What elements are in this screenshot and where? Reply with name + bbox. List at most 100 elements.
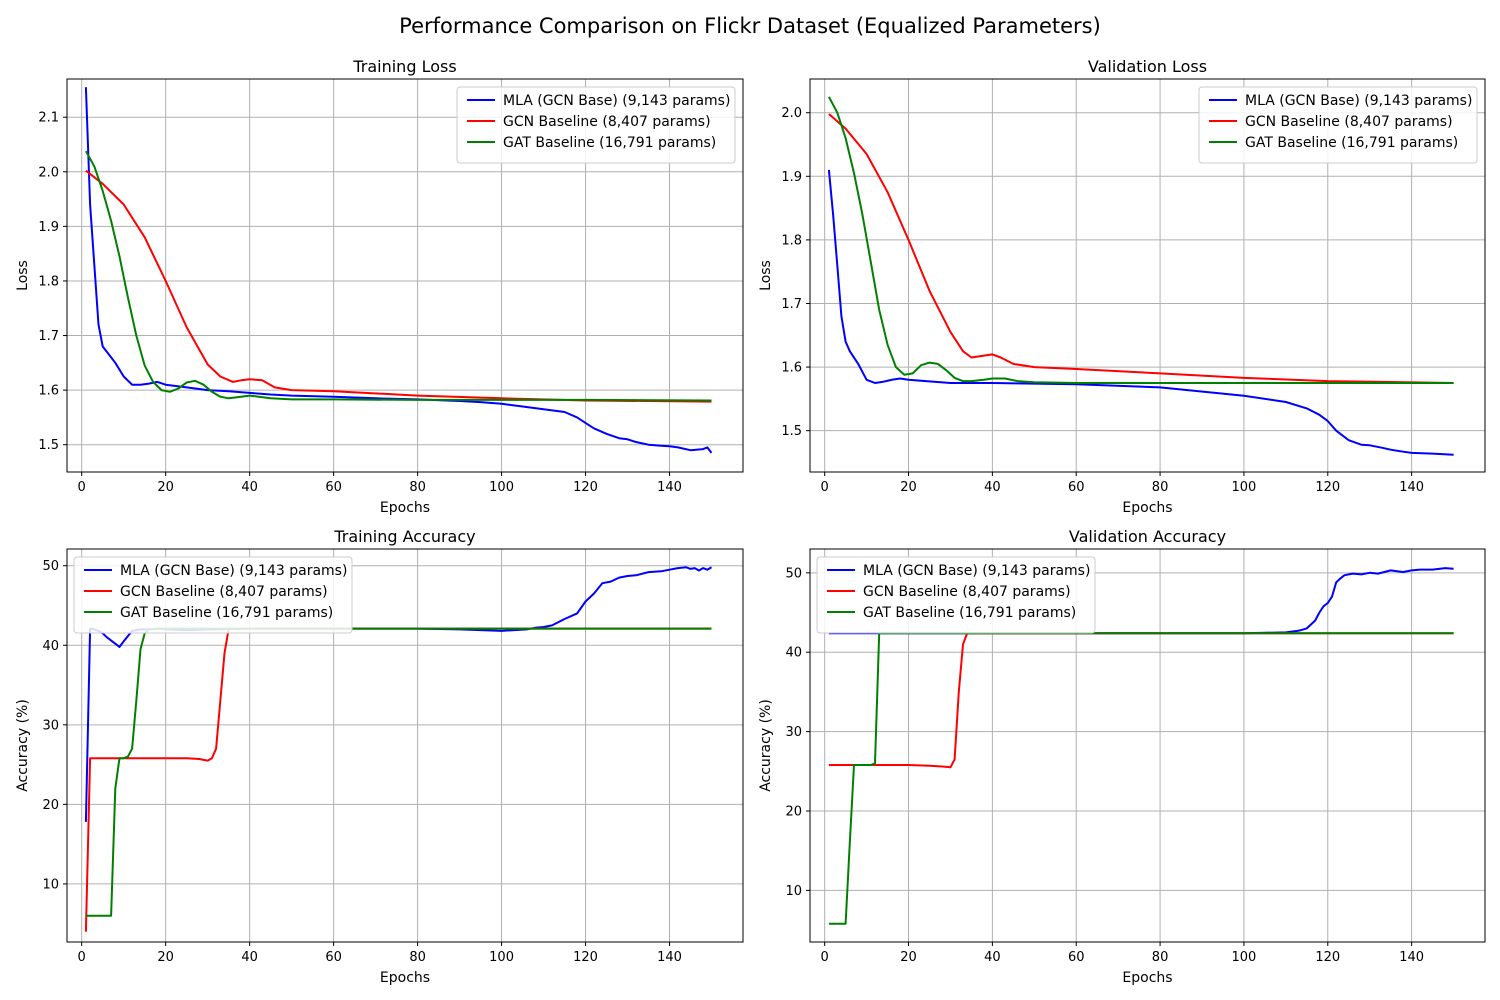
y-axis-label: Accuracy (%): [758, 699, 774, 792]
legend-box: [816, 556, 1096, 634]
legend-label: GAT Baseline (16,791 params): [120, 605, 333, 621]
x-axis-label: Epochs: [1122, 500, 1172, 516]
y-tick-label: 1.5: [781, 424, 802, 439]
x-tick-label: 0: [78, 950, 86, 965]
legend-label: MLA (GCN Base) (9,143 params): [120, 563, 347, 579]
series-line-1: [828, 632, 1454, 769]
y-tick-label: 10: [785, 884, 802, 899]
x-tick-label: 100: [489, 950, 514, 965]
y-tick-label: 40: [42, 639, 59, 654]
y-tick-label: 1.7: [38, 329, 59, 344]
legend-label: GCN Baseline (8,407 params): [503, 114, 711, 130]
y-tick-label: 50: [785, 566, 802, 581]
legend-label: GCN Baseline (8,407 params): [120, 584, 328, 600]
legend-label: MLA (GCN Base) (9,143 params): [1245, 93, 1472, 109]
series-line-1: [828, 113, 1454, 384]
y-tick-label: 30: [785, 725, 802, 740]
x-tick-label: 60: [1068, 950, 1085, 965]
legend: MLA (GCN Base) (9,143 params) GCN Baselin…: [456, 86, 736, 164]
x-tick-label: 80: [1152, 950, 1169, 965]
legend: MLA (GCN Base) (9,143 params) GCN Baselin…: [1198, 86, 1478, 164]
y-tick-label: 40: [785, 646, 802, 661]
x-tick-label: 20: [157, 950, 174, 965]
legend-box: [456, 86, 736, 164]
plot-frame: [809, 78, 1486, 473]
legend-label: GAT Baseline (16,791 params): [503, 135, 716, 151]
x-tick-label: 40: [984, 480, 1001, 495]
x-tick-label: 60: [1068, 480, 1085, 495]
x-axis-label: Epochs: [380, 500, 430, 516]
y-tick-label: 1.8: [781, 233, 802, 248]
series-line-2: [828, 96, 1454, 384]
y-tick-label: 1.8: [38, 274, 59, 289]
y-tick-label: 50: [42, 559, 59, 574]
x-tick-label: 0: [78, 480, 86, 495]
x-tick-label: 40: [241, 950, 258, 965]
x-tick-label: 140: [1399, 480, 1424, 495]
x-tick-label: 120: [573, 480, 598, 495]
x-tick-label: 0: [821, 950, 829, 965]
y-tick-label: 1.6: [781, 361, 802, 376]
legend-label: MLA (GCN Base) (9,143 params): [863, 563, 1090, 579]
subplot-title: Validation Accuracy: [1069, 527, 1226, 546]
series-line-2: [828, 632, 1454, 925]
x-tick-label: 60: [325, 480, 342, 495]
x-tick-label: 40: [984, 950, 1001, 965]
y-tick-label: 2.0: [781, 106, 802, 121]
legend-box: [73, 556, 353, 634]
legend-label: GAT Baseline (16,791 params): [863, 605, 1076, 621]
series-line-2: [85, 150, 712, 402]
series-line-1: [85, 169, 712, 403]
x-tick-label: 140: [657, 480, 682, 495]
y-tick-label: 2.0: [38, 165, 59, 180]
y-tick-label: 1.5: [38, 438, 59, 453]
x-tick-label: 40: [241, 480, 258, 495]
y-axis-label: Accuracy (%): [15, 699, 31, 792]
legend-label: GAT Baseline (16,791 params): [1245, 135, 1458, 151]
x-tick-label: 120: [1315, 480, 1340, 495]
y-axis-label: Loss: [758, 260, 774, 291]
subplot-training-accuracy: Training Accuracy 0 20 40 60 80 100 120 140 10 20 3…: [15, 527, 744, 986]
y-tick-label: 20: [785, 805, 802, 820]
legend-label: GCN Baseline (8,407 params): [863, 584, 1071, 600]
subplot-title: Training Loss: [352, 57, 456, 76]
plot-frame: [66, 78, 744, 473]
x-tick-label: 120: [1315, 950, 1340, 965]
y-tick-label: 1.9: [781, 170, 802, 185]
x-tick-label: 100: [1232, 950, 1257, 965]
legend-label: MLA (GCN Base) (9,143 params): [503, 93, 730, 109]
y-tick-label: 30: [42, 718, 59, 733]
y-tick-label: 1.7: [781, 297, 802, 312]
x-tick-label: 80: [409, 950, 426, 965]
x-axis-label: Epochs: [1122, 970, 1172, 986]
y-tick-label: 20: [42, 798, 59, 813]
subplot-validation-accuracy: Validation Accuracy 0 20 40 60 80 100 120 140 10 2…: [758, 527, 1486, 986]
x-tick-label: 20: [900, 480, 917, 495]
plot-frame: [66, 548, 744, 943]
legend: MLA (GCN Base) (9,143 params) GCN Baselin…: [816, 556, 1096, 634]
series-line-2: [85, 627, 712, 917]
x-tick-label: 100: [489, 480, 514, 495]
y-tick-label: 2.1: [38, 111, 59, 126]
legend: MLA (GCN Base) (9,143 params) GCN Baselin…: [73, 556, 353, 634]
x-tick-label: 60: [325, 950, 342, 965]
y-axis-label: Loss: [15, 260, 31, 291]
x-tick-label: 120: [573, 950, 598, 965]
y-tick-label: 1.6: [38, 384, 59, 399]
subplot-training-loss: Training Loss 0 20 40 60 80 100 120 140 1.5 1.6 1.7…: [15, 57, 744, 516]
legend-box: [1198, 86, 1478, 164]
x-tick-label: 0: [821, 480, 829, 495]
subplot-title: Training Accuracy: [333, 527, 475, 546]
plot-frame: [809, 548, 1486, 943]
subplot-validation-loss: Validation Loss 0 20 40 60 80 100 120 140 1.5 1.6 1…: [758, 57, 1486, 516]
x-tick-label: 80: [409, 480, 426, 495]
x-tick-label: 140: [657, 950, 682, 965]
series-line-0: [827, 169, 1454, 456]
series-line-1: [84, 627, 712, 932]
x-tick-label: 140: [1399, 950, 1424, 965]
x-axis-label: Epochs: [380, 970, 430, 986]
x-tick-label: 80: [1152, 480, 1169, 495]
y-tick-label: 10: [42, 877, 59, 892]
